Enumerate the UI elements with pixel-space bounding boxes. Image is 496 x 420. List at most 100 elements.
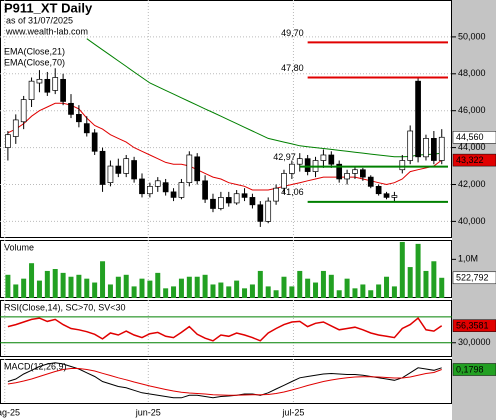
volume-bar (186, 276, 192, 298)
candle-body (257, 204, 264, 222)
volume-bar (52, 269, 58, 298)
candle-body (139, 178, 145, 195)
volume-bar (273, 290, 279, 298)
candle-body (296, 158, 303, 165)
y-tick-label: 46,000 (458, 105, 486, 115)
candle-body (123, 158, 130, 174)
volume-bar (29, 263, 35, 298)
candle-body (391, 195, 398, 198)
candle-body (115, 165, 122, 174)
volume-bar (328, 274, 334, 298)
chart-title: P911_XT Daily (4, 0, 93, 15)
volume-bar (320, 270, 326, 298)
candle-body (99, 150, 106, 185)
candle-body (44, 78, 51, 93)
candle-body (407, 130, 414, 161)
volume-bar (439, 277, 445, 298)
volume-bar (368, 290, 374, 298)
candle-body (36, 78, 43, 84)
volume-bar (336, 290, 342, 298)
volume-bar (84, 278, 90, 298)
last-value-box (452, 363, 496, 376)
y-tick-label: 42,000 (458, 179, 486, 189)
volume-bar (399, 241, 405, 298)
last-value-box (452, 153, 496, 167)
legend-entry: EMA(Close,70) (4, 57, 65, 67)
annotation: www.wealth-lab.com (5, 26, 88, 36)
panel-title: MACD(12,26,9) (4, 361, 67, 371)
indicator-line (7, 316, 443, 342)
volume-bar (384, 276, 390, 298)
volume-bar (131, 286, 137, 298)
last-value-label: 56,3581 (456, 321, 489, 331)
candle-body (225, 197, 232, 204)
volume-bar (360, 284, 366, 298)
candle-body (367, 176, 374, 187)
volume-bar (297, 270, 303, 298)
candle-body (336, 163, 343, 180)
volume-bar (36, 280, 42, 298)
x-tick-label: mag-25 (0, 407, 20, 417)
volume-bar (100, 261, 106, 298)
candle-body (375, 185, 382, 195)
last-value-label: 44,560 (456, 132, 484, 142)
candle-body (399, 160, 406, 171)
candle-body (170, 191, 177, 198)
candle-body (289, 163, 295, 174)
indicator-line (7, 368, 442, 396)
panel-frame (0, 0, 452, 238)
volume-bar (76, 274, 82, 298)
last-value-box (452, 131, 496, 144)
x-tick-label: jun-25 (135, 407, 161, 417)
volume-bar (92, 282, 98, 298)
volume-bar (249, 284, 255, 298)
candle-body (438, 136, 445, 161)
volume-bar (423, 270, 429, 298)
candle-body (423, 138, 429, 158)
candle-body (194, 156, 201, 182)
volume-bar (226, 286, 232, 298)
candle-body (328, 154, 335, 165)
candle-body (52, 77, 59, 91)
volume-bar (289, 286, 295, 298)
y-tick-label: 40,000 (458, 216, 486, 226)
candle-body (249, 197, 256, 206)
x-axis-area (0, 404, 452, 420)
volume-bar (44, 270, 50, 298)
candle-body (186, 154, 193, 184)
panel-frame (0, 240, 452, 298)
candle-body (431, 138, 437, 161)
candle-body (273, 187, 279, 202)
chart-subtitle: as of 31/07/2025 (6, 15, 73, 25)
volume-bar (415, 243, 421, 298)
candle-body (76, 114, 82, 123)
last-value-box (452, 319, 496, 332)
candle-body (28, 80, 35, 100)
volume-bar (234, 280, 240, 298)
volume-bar (171, 286, 177, 298)
panel-title: RSI(Close,14), SC>70, SV<30 (4, 302, 126, 312)
volume-bar (242, 288, 248, 298)
volume-bar (344, 278, 350, 298)
panel-title: Volume (4, 242, 34, 252)
candle-body (91, 132, 98, 152)
volume-bar (178, 278, 184, 298)
last-value-label: 522,792 (456, 273, 489, 283)
candle-body (5, 134, 11, 148)
candle-body (304, 158, 311, 172)
volume-bar (107, 284, 113, 298)
volume-bar (391, 286, 397, 298)
volume-bar (155, 272, 161, 298)
panel-frame (0, 300, 452, 357)
volume-bar (218, 282, 224, 298)
level-label: 42,97 (273, 152, 296, 162)
volume-bar (281, 276, 287, 298)
candle-body (218, 197, 224, 209)
x-tick-label: jul-25 (281, 407, 304, 417)
volume-bar (202, 274, 208, 298)
volume-bar (139, 278, 145, 298)
candle-body (202, 180, 208, 200)
volume-bar (194, 276, 200, 298)
